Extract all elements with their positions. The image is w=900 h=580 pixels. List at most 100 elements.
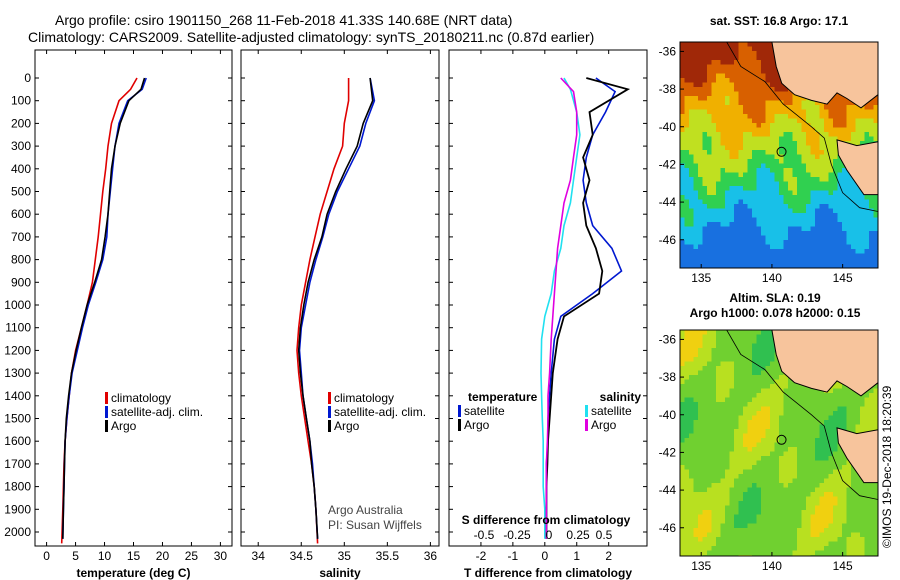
map-cell <box>828 150 834 155</box>
map-cell <box>837 226 843 232</box>
map-cell <box>761 168 766 173</box>
map-cell <box>788 204 793 209</box>
map-cell <box>738 433 744 439</box>
map-cell <box>765 501 771 506</box>
map-cell <box>837 136 843 142</box>
map-cell <box>711 357 717 362</box>
map-cell <box>743 397 748 403</box>
map-cell <box>689 195 694 200</box>
map-cell <box>869 393 874 398</box>
map-cell <box>689 177 694 182</box>
map-cell <box>788 456 793 461</box>
map-cell <box>828 496 834 502</box>
map-cell <box>806 222 811 227</box>
map-cell <box>756 105 762 110</box>
map-cell <box>797 96 802 101</box>
map-cell <box>680 352 685 358</box>
map-cell <box>684 438 690 443</box>
map-cell <box>743 352 748 358</box>
map-cell <box>869 249 874 254</box>
map-cell <box>693 537 699 542</box>
map-cell <box>765 384 771 389</box>
map-cell <box>783 87 789 92</box>
map-cell <box>684 73 690 79</box>
map-cell <box>842 456 847 461</box>
map-cell <box>752 460 757 466</box>
map-cell <box>747 366 753 371</box>
map-cell <box>761 429 766 434</box>
map-cell <box>743 154 748 160</box>
map-cell <box>806 163 811 169</box>
map-cell <box>725 105 730 110</box>
map-cell <box>842 118 847 124</box>
map-cell <box>873 213 878 218</box>
map-cell <box>738 240 744 245</box>
map-cell <box>716 393 721 398</box>
map-cell <box>720 64 726 70</box>
map-cell <box>779 523 784 529</box>
map-cell <box>729 96 735 101</box>
map-cell <box>783 240 789 245</box>
map-cell <box>806 208 811 214</box>
map-cell <box>810 469 816 475</box>
map-cell <box>864 132 870 137</box>
map-cell <box>684 204 690 209</box>
s-tick-label: -0.5 <box>474 528 495 542</box>
map-cell <box>734 55 739 61</box>
map-cell <box>869 195 874 200</box>
map-cell <box>779 550 784 556</box>
map-cell <box>842 483 847 488</box>
map-cell <box>770 352 775 358</box>
map-cell <box>707 343 712 349</box>
map-cell <box>716 253 721 259</box>
map-cell <box>707 496 712 502</box>
map-cell <box>707 492 712 497</box>
map-cell <box>770 541 775 547</box>
map-cell <box>855 429 861 434</box>
map-cell <box>711 501 717 506</box>
map-cell <box>792 519 798 524</box>
map-cell <box>738 154 744 160</box>
map-cell <box>747 379 753 385</box>
map-cell <box>765 172 771 178</box>
map-cell <box>792 478 798 484</box>
map-cell <box>698 460 703 466</box>
map-cell <box>846 262 852 268</box>
map-cell <box>738 96 744 101</box>
map-cell <box>873 505 878 511</box>
map-cell <box>806 447 811 452</box>
map-cell <box>747 132 753 137</box>
map-cell <box>734 127 739 133</box>
map-cell <box>828 123 834 128</box>
map-cell <box>702 447 708 452</box>
map-cell <box>752 469 757 475</box>
map-cell <box>819 244 825 250</box>
map-cell <box>756 42 762 47</box>
map-cell <box>752 523 757 529</box>
map-cell <box>716 352 721 358</box>
map-cell <box>833 244 838 250</box>
map-cell <box>743 51 748 56</box>
map-cell <box>761 375 766 380</box>
map-cell <box>846 100 852 106</box>
map-cell <box>824 528 829 533</box>
map-cell <box>788 402 793 407</box>
map-cell <box>743 244 748 250</box>
map-cell <box>756 204 762 209</box>
map-cell <box>774 132 780 137</box>
map-cell <box>689 235 694 241</box>
map-cell <box>720 514 726 520</box>
y-tick-label: 200 <box>11 116 31 130</box>
map-cell <box>702 136 708 142</box>
map-cell <box>684 339 690 344</box>
map-cell <box>801 532 807 538</box>
map-cell <box>729 186 735 191</box>
map-cell <box>738 492 744 497</box>
map-cell <box>707 334 712 340</box>
map-cell <box>734 438 739 443</box>
map-cell <box>792 532 798 538</box>
map-cell <box>689 379 694 385</box>
map-cell <box>707 487 712 493</box>
map-cell <box>837 244 843 250</box>
map-cell <box>707 51 712 56</box>
